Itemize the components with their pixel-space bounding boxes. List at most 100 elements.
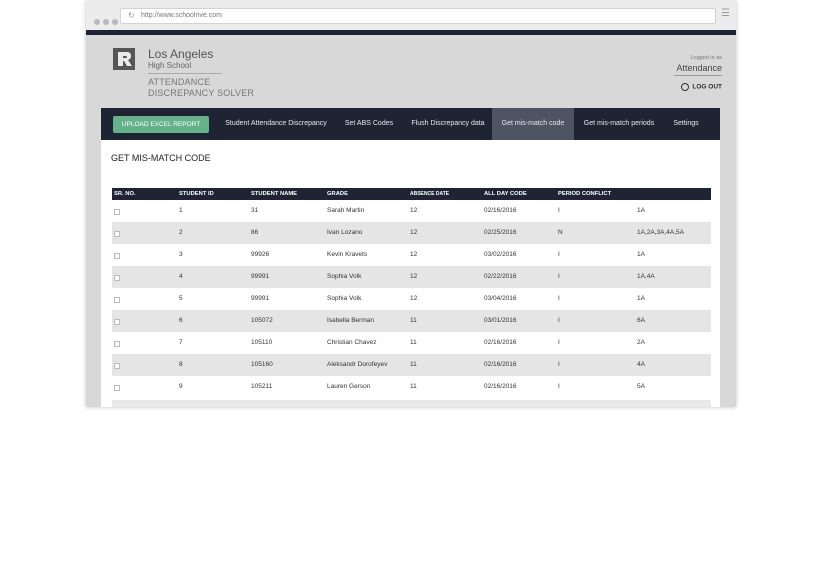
- grade-cell: 11: [410, 383, 417, 390]
- table-row: 5 99991 Sophia Volk 12 03/04/2016 I 1A: [112, 288, 711, 310]
- sr-no-cell: 9: [179, 383, 183, 390]
- row-checkbox[interactable]: [114, 231, 120, 237]
- page-title: GET MIS-MATCH CODE: [111, 153, 211, 163]
- student-id-cell: 105110: [251, 339, 273, 346]
- table-row: 2 86 Ivan Lozano 12 02/25/2016 N 1A,2A,3A,4A,5…: [112, 222, 711, 244]
- all-day-code-cell: I: [558, 207, 560, 214]
- column-header: ABSENCE DATE: [410, 191, 450, 197]
- column-header: ALL DAY CODE: [484, 191, 527, 197]
- sr-no-cell: 7: [179, 339, 183, 346]
- table-row: 8 105160 Aleksandr Dorofeyev 11 02/16/2016 I 4…: [112, 354, 711, 376]
- tab-get-mis-match-code[interactable]: Get mis-match code: [492, 108, 574, 140]
- browser-menu-icon[interactable]: ☰: [721, 8, 730, 19]
- app-header: Los Angeles High School ATTENDANCE DISCR…: [86, 35, 736, 107]
- sr-no-cell: 4: [179, 273, 183, 280]
- table-footer: [112, 400, 711, 407]
- all-day-code-cell: I: [558, 295, 560, 302]
- sr-no-cell: 3: [179, 251, 183, 258]
- all-day-code-cell: I: [558, 383, 560, 390]
- period-conflict-cell: 1A: [637, 251, 645, 258]
- all-day-code-cell: N: [558, 229, 563, 236]
- row-checkbox[interactable]: [114, 341, 120, 347]
- app-title-line1: ATTENDANCE: [148, 77, 211, 87]
- student-name-cell: Lauren Gerson: [327, 383, 371, 390]
- url-text: http://www.schoolrive.com: [141, 12, 222, 19]
- tab-student-attendance-discrepancy[interactable]: Student Attendance Discrepancy: [225, 120, 327, 127]
- period-conflict-cell: 2A: [637, 339, 645, 346]
- row-checkbox[interactable]: [114, 363, 120, 369]
- all-day-code-cell: I: [558, 361, 560, 368]
- student-id-cell: 99926: [251, 251, 270, 258]
- column-header: SR. NO.: [114, 191, 136, 197]
- window-dot-icon[interactable]: [103, 19, 109, 25]
- tab-settings[interactable]: Settings: [673, 120, 699, 127]
- logout-label: LOG OUT: [692, 83, 722, 91]
- all-day-code-cell: I: [558, 251, 560, 258]
- student-name-cell: Aleksandr Dorofeyev: [327, 361, 388, 368]
- student-id-cell: 105072: [251, 317, 273, 324]
- student-name-cell: Isabella Berman: [327, 317, 374, 324]
- reload-icon[interactable]: ↻: [128, 11, 135, 20]
- column-header: STUDENT ID: [179, 191, 214, 197]
- tab-flush-discrepancy-data[interactable]: Flush Discrepancy data: [411, 120, 485, 127]
- all-day-code-cell: I: [558, 339, 560, 346]
- period-conflict-cell: 1A: [637, 207, 645, 214]
- header-divider: [148, 73, 222, 74]
- grade-cell: 12: [410, 251, 418, 258]
- table-row: 3 99926 Kevin Kravets 12 03/02/2016 I 1A: [112, 244, 711, 266]
- sr-no-cell: 8: [179, 361, 183, 368]
- student-id-cell: 99991: [251, 295, 270, 302]
- student-name-cell: Kevin Kravets: [327, 251, 368, 258]
- absence-date-cell: 02/25/2016: [484, 229, 517, 236]
- tab-get-mis-match-periods[interactable]: Get mis-match periods: [583, 120, 655, 127]
- sr-no-cell: 6: [179, 317, 183, 324]
- sr-no-cell: 2: [179, 229, 183, 236]
- student-id-cell: 86: [251, 229, 259, 236]
- grade-cell: 11: [410, 361, 417, 368]
- grade-cell: 12: [410, 229, 418, 236]
- logged-in-label: Logged in as: [690, 55, 723, 61]
- column-header: PERIOD CONFLICT: [558, 191, 612, 197]
- period-conflict-cell: 1A,4A: [637, 273, 655, 280]
- period-conflict-cell: 4A: [637, 361, 645, 368]
- table-row: 9 105211 Lauren Gerson 11 02/16/2016 I 5A: [112, 376, 711, 398]
- all-day-code-cell: I: [558, 273, 560, 280]
- browser-window: ↻ http://www.schoolrive.com ☰ Los Angele…: [86, 0, 736, 407]
- period-conflict-cell: 5A: [637, 383, 645, 390]
- row-checkbox[interactable]: [114, 253, 120, 259]
- window-dot-icon[interactable]: [112, 19, 118, 25]
- main-nav: UPLOAD EXCEL REPORT Student Attendance D…: [101, 108, 720, 140]
- grade-cell: 12: [410, 295, 418, 302]
- period-conflict-cell: 1A: [637, 295, 645, 302]
- address-bar[interactable]: ↻ http://www.schoolrive.com: [120, 8, 716, 24]
- row-checkbox[interactable]: [114, 275, 120, 281]
- upload-excel-button[interactable]: UPLOAD EXCEL REPORT: [113, 116, 209, 133]
- table-row: 6 105072 Isabella Berman 11 03/01/2016 I 6A: [112, 310, 711, 332]
- student-id-cell: 99991: [251, 273, 270, 280]
- row-checkbox[interactable]: [114, 209, 120, 215]
- all-day-code-cell: I: [558, 317, 560, 324]
- period-conflict-cell: 6A: [637, 317, 645, 324]
- absence-date-cell: 02/16/2016: [484, 361, 517, 368]
- user-divider: [674, 75, 722, 76]
- sr-no-cell: 1: [179, 207, 183, 214]
- student-name-cell: Sarah Martin: [327, 207, 365, 214]
- student-name-cell: Sophia Volk: [327, 273, 362, 280]
- window-dot-icon[interactable]: [94, 19, 100, 25]
- row-checkbox[interactable]: [114, 297, 120, 303]
- absence-date-cell: 02/16/2016: [484, 339, 517, 346]
- student-id-cell: 31: [251, 207, 259, 214]
- column-header: GRADE: [327, 191, 348, 197]
- logout-button[interactable]: LOG OUT: [681, 83, 722, 91]
- absence-date-cell: 02/22/2016: [484, 273, 517, 280]
- app-title-line2: DISCREPANCY SOLVER: [148, 88, 255, 98]
- absence-date-cell: 02/16/2016: [484, 383, 517, 390]
- row-checkbox[interactable]: [114, 319, 120, 325]
- sr-no-cell: 5: [179, 295, 183, 302]
- tab-set-abs-codes[interactable]: Set ABS Codes: [344, 120, 394, 127]
- row-checkbox[interactable]: [114, 385, 120, 391]
- student-name-cell: Sophia Volk: [327, 295, 362, 302]
- school-name: Los Angeles: [148, 47, 214, 61]
- absence-date-cell: 02/16/2016: [484, 207, 517, 214]
- school-subtitle: High School: [148, 61, 192, 70]
